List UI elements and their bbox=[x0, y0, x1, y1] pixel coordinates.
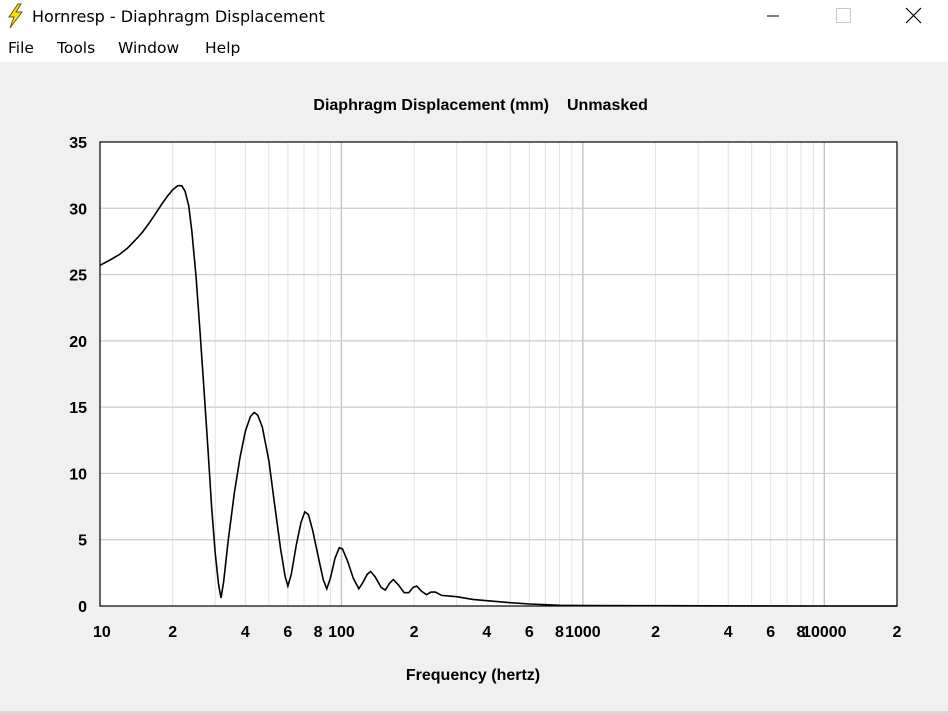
maximize-icon bbox=[836, 8, 851, 23]
y-tick-labels: 0 5 10 15 20 25 30 35 bbox=[69, 135, 87, 616]
status-border bbox=[0, 711, 948, 714]
x-tick-label: 8 bbox=[314, 624, 323, 641]
x-tick-label: 2 bbox=[168, 624, 177, 641]
y-tick-label: 0 bbox=[78, 599, 87, 616]
plot-background bbox=[100, 142, 897, 606]
displacement-curve bbox=[99, 184, 897, 607]
y-tick-label: 30 bbox=[69, 201, 87, 218]
title-bar: Hornresp - Diaphragm Displacement bbox=[0, 0, 948, 34]
x-tick-label: 2 bbox=[651, 624, 660, 641]
maximize-button[interactable] bbox=[819, 0, 865, 32]
x-axis-label: Frequency (hertz) bbox=[406, 667, 540, 684]
x-tick-label: 8 bbox=[796, 624, 805, 641]
menu-window[interactable]: Window bbox=[118, 39, 180, 57]
menu-tools[interactable]: Tools bbox=[57, 39, 96, 57]
chart-subtitle: Unmasked bbox=[567, 97, 648, 114]
x-tick-label: 100 bbox=[328, 624, 355, 641]
x-tick-label: 6 bbox=[525, 624, 534, 641]
x-tick-label: 10000 bbox=[802, 624, 847, 641]
x-tick-label: 6 bbox=[766, 624, 775, 641]
x-tick-label: 2 bbox=[410, 624, 419, 641]
x-tick-label: 4 bbox=[482, 624, 491, 641]
menu-bar: File Tools Window Help bbox=[0, 34, 948, 62]
x-tick-label: 2 bbox=[893, 624, 902, 641]
x-tick-label: 6 bbox=[283, 624, 292, 641]
y-tick-label: 35 bbox=[69, 135, 87, 152]
y-tick-label: 10 bbox=[69, 466, 87, 483]
x-tick-label: 4 bbox=[241, 624, 250, 641]
x-tick-label: 1000 bbox=[565, 624, 601, 641]
menu-help[interactable]: Help bbox=[205, 39, 241, 57]
minimize-icon bbox=[767, 15, 779, 17]
grid-lines bbox=[100, 142, 897, 606]
y-tick-label: 25 bbox=[69, 268, 87, 285]
minimize-button[interactable] bbox=[750, 0, 796, 32]
lightning-bolt-icon bbox=[8, 3, 23, 29]
y-tick-label: 5 bbox=[78, 533, 87, 550]
y-tick-label: 15 bbox=[69, 400, 87, 417]
x-tick-label: 10 bbox=[93, 624, 111, 641]
x-tick-label: 8 bbox=[555, 624, 564, 641]
menu-file[interactable]: File bbox=[8, 39, 34, 57]
plot-frame bbox=[99, 141, 898, 607]
chart-title: Diaphragm Displacement (mm) bbox=[313, 97, 549, 114]
x-tick-label: 4 bbox=[724, 624, 733, 641]
close-button[interactable] bbox=[890, 0, 936, 32]
window-title: Hornresp - Diaphragm Displacement bbox=[32, 7, 325, 26]
y-tick-label: 20 bbox=[69, 334, 87, 351]
close-icon bbox=[905, 7, 922, 24]
